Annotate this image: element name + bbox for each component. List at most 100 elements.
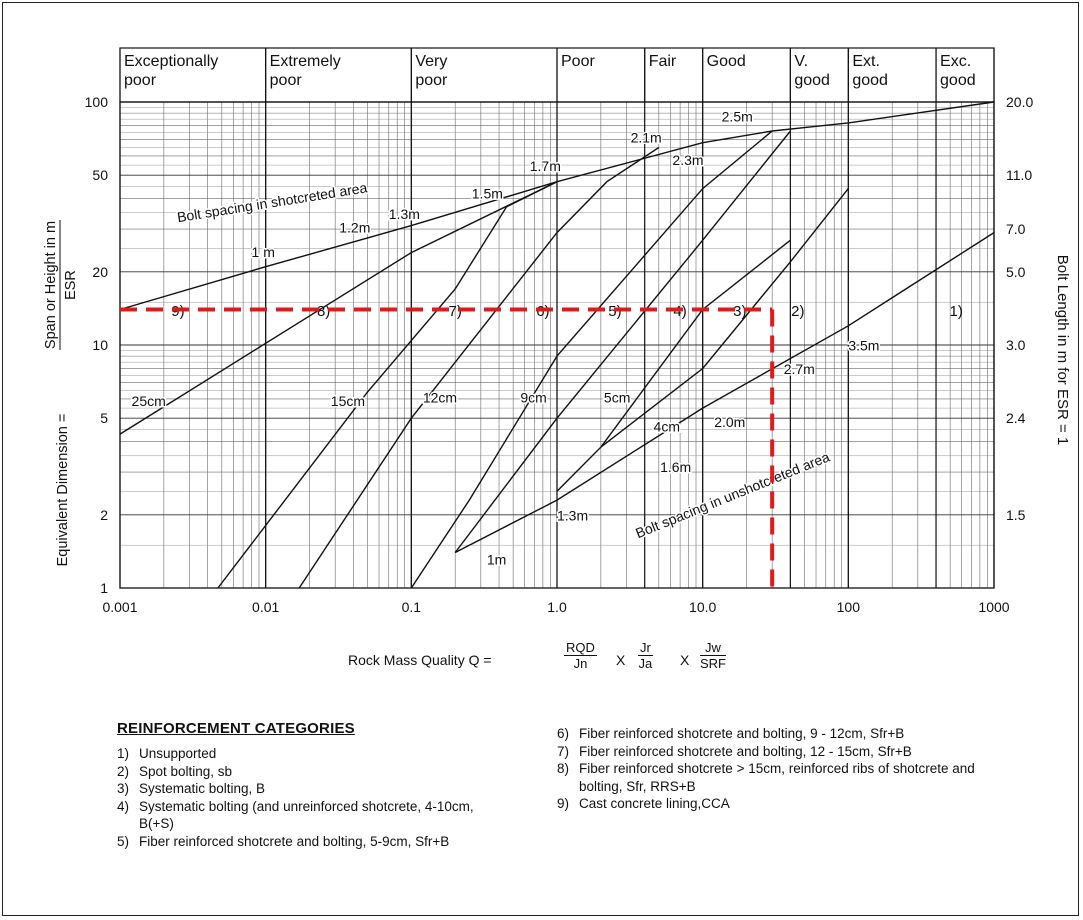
category-item: 2) Spot bolting, sb [117,763,507,781]
class-label: poor [124,72,157,89]
curve-annotation: 1.2m [339,220,370,236]
category-item: 5) Fiber reinforced shotcrete and bolting… [117,833,507,851]
curve-annotation: 2.7m [784,361,815,377]
category-number: 6) [557,726,570,741]
y-tick-label: 10 [92,337,108,353]
y-tick-label: 2 [100,507,108,523]
class-label: Fair [649,53,677,70]
x-tick-label: 1.0 [547,599,567,615]
category-text: Fiber reinforced shotcrete and bolting, … [579,743,912,759]
zone-label: 1) [950,303,963,320]
x-tick-label: 0.1 [402,599,422,615]
class-label: poor [270,72,303,89]
y-tick-label: 5 [100,410,108,426]
right-axis-tick-label: 11.0 [1006,167,1032,183]
zone-label: 7) [449,303,462,320]
class-label: Poor [561,53,595,70]
support-curve [556,239,791,492]
times-sign: X [680,652,690,668]
fraction-srf: SRF [700,656,726,671]
curve-annotation: 2.5m [722,109,753,125]
categories-list-left: 1) Unsupported 2) Spot bolting, sb 3) Syste… [117,745,507,850]
class-label: Extremely [270,53,341,70]
category-item: 7) Fiber reinforced shotcrete and bolting… [557,743,987,761]
support-curve [298,146,660,589]
category-text: Spot bolting, sb [139,763,233,779]
times-sign: X [616,652,626,668]
curve-annotation: 1.5m [472,186,503,202]
curve-annotation: 1m [487,551,506,567]
class-label: Very [415,53,447,70]
class-label: Ext. [852,53,880,70]
class-label: V. [794,53,808,70]
categories-list-right: 6) Fiber reinforced shotcrete and bolting… [557,725,987,813]
right-axis-title: Bolt Length in m for ESR = 1 [1054,255,1071,446]
right-axis-title-text: Bolt Length in m for ESR = 1 [1054,255,1071,446]
category-text: Unsupported [139,746,217,761]
category-item: 4) Systematic bolting (and unreinforced s… [117,798,507,833]
class-label: good [794,72,830,89]
right-axis-tick-label: 7.0 [1006,221,1026,237]
right-axis-tick-label: 3.0 [1006,337,1026,353]
category-number: 1) [117,746,130,761]
fraction-jr: Jr [638,640,653,656]
formula-lead: Rock Mass Quality Q = [348,652,492,668]
zone-label: 4) [673,303,686,320]
class-label: poor [415,72,448,89]
curve-annotation: 1 m [252,244,275,260]
right-axis-tick-label: 20.0 [1006,94,1033,110]
fraction-jn: Jn [573,656,588,671]
fraction-jw: Jw [700,640,726,656]
category-item: 9) Cast concrete lining,CCA [557,795,987,813]
category-item: 3) Systematic bolting, B [117,780,507,798]
x-tick-label: 1000 [978,599,1009,615]
category-number: 7) [557,743,570,759]
x-tick-label: 0.01 [252,599,279,615]
zone-label: 2) [791,303,804,320]
support-curve [600,188,849,448]
curve-annotation: 25cm [132,393,166,409]
curve-annotation: 2.0m [714,414,745,430]
right-axis-tick-label: 5.0 [1006,264,1026,280]
fraction-rqd: RQD [564,640,597,656]
category-text: Fiber reinforced shotcrete and bolting, … [139,833,450,849]
curve-annotation: 4cm [654,419,680,435]
y-tick-label: 1 [100,580,108,596]
y-axis-title: Equivalent Dimension = Span or Height in … [43,220,79,566]
y-axis-title-denominator: ESR [63,270,79,300]
curve-annotation: 15cm [331,393,365,409]
support-curve [217,181,558,589]
curve-annotation: 1.3m [557,507,588,523]
fraction-ja: Ja [638,656,653,671]
y-axis-title-lead: Equivalent Dimension = [55,414,71,567]
y-tick-label: 100 [85,94,109,110]
support-chart: Exceptionally poor Extremely poor Very poor Po… [43,47,1071,615]
category-text: Cast concrete lining,CCA [579,796,730,811]
curve-annotation: 5cm [604,389,630,405]
zone-label: 8) [317,303,330,320]
zone-label: 6) [536,303,549,320]
right-axis-tick-label: 2.4 [1006,410,1026,426]
category-number: 3) [117,781,130,796]
category-number: 8) [557,761,570,776]
category-text: Fiber reinforced shotcrete > 15cm, reinf… [579,761,975,794]
x-tick-label: 100 [837,599,861,615]
curve-annotation: 1.7m [530,158,561,174]
category-item: 1) Unsupported [117,745,507,763]
category-text: Systematic bolting (and unreinforced sho… [139,798,474,832]
class-label: good [852,72,888,89]
curve-annotation: 2.1m [631,130,662,146]
y-axis-title-numerator: Span or Height in m [43,221,59,349]
zone-label: 9) [171,303,184,320]
zone-label: 5) [608,303,621,320]
category-text: Systematic bolting, B [139,781,266,796]
category-number: 2) [117,763,130,779]
curve-annotation: 1.3m [389,206,420,222]
fraction-jw-srf: Jw SRF [700,640,726,671]
curve-annotation: 1.6m [660,459,691,475]
class-label: Exceptionally [124,53,218,70]
curve-annotation: 2.3m [672,152,703,168]
y-tick-label: 50 [92,167,108,183]
x-tick-label: 10.0 [689,599,716,615]
